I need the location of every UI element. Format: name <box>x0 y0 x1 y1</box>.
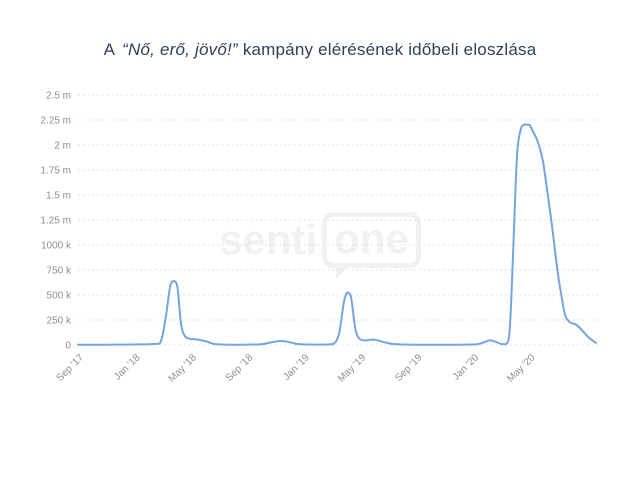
y-tick-label: 1.75 m <box>40 166 71 177</box>
x-tick-label: Sep '19 <box>393 352 425 384</box>
x-tick-label: Jan '20 <box>451 352 482 383</box>
y-tick-label: 0 <box>65 341 71 352</box>
x-tick-label: Jan '18 <box>112 352 143 383</box>
x-tick-label: Sep '17 <box>55 352 87 384</box>
x-tick-label: Jan '19 <box>281 352 312 383</box>
chart-title-quote: “Nő, erő, jövő!” <box>122 40 238 59</box>
x-tick-label: May '20 <box>505 352 538 385</box>
y-tick-label: 2.5 m <box>46 91 71 102</box>
y-tick-label: 1.5 m <box>46 191 71 202</box>
y-tick-label: 2.25 m <box>40 116 71 127</box>
chart-title-rest: kampány elérésének időbeli eloszlása <box>242 40 537 59</box>
y-tick-label: 1000 k <box>41 241 72 252</box>
y-tick-label: 250 k <box>47 316 72 327</box>
y-tick-label: 2 m <box>54 141 71 152</box>
chart-title-prefix: A <box>103 40 116 59</box>
y-tick-label: 750 k <box>47 266 72 277</box>
x-tick-label: May '18 <box>167 352 200 385</box>
y-tick-label: 1.25 m <box>40 216 71 227</box>
x-tick-label: Sep '18 <box>224 352 256 384</box>
reach-line <box>77 123 597 346</box>
y-tick-label: 500 k <box>47 291 72 302</box>
x-tick-label: May '19 <box>336 352 369 385</box>
chart-title: A “Nő, erő, jövő!” kampány elérésének időb… <box>0 40 640 60</box>
